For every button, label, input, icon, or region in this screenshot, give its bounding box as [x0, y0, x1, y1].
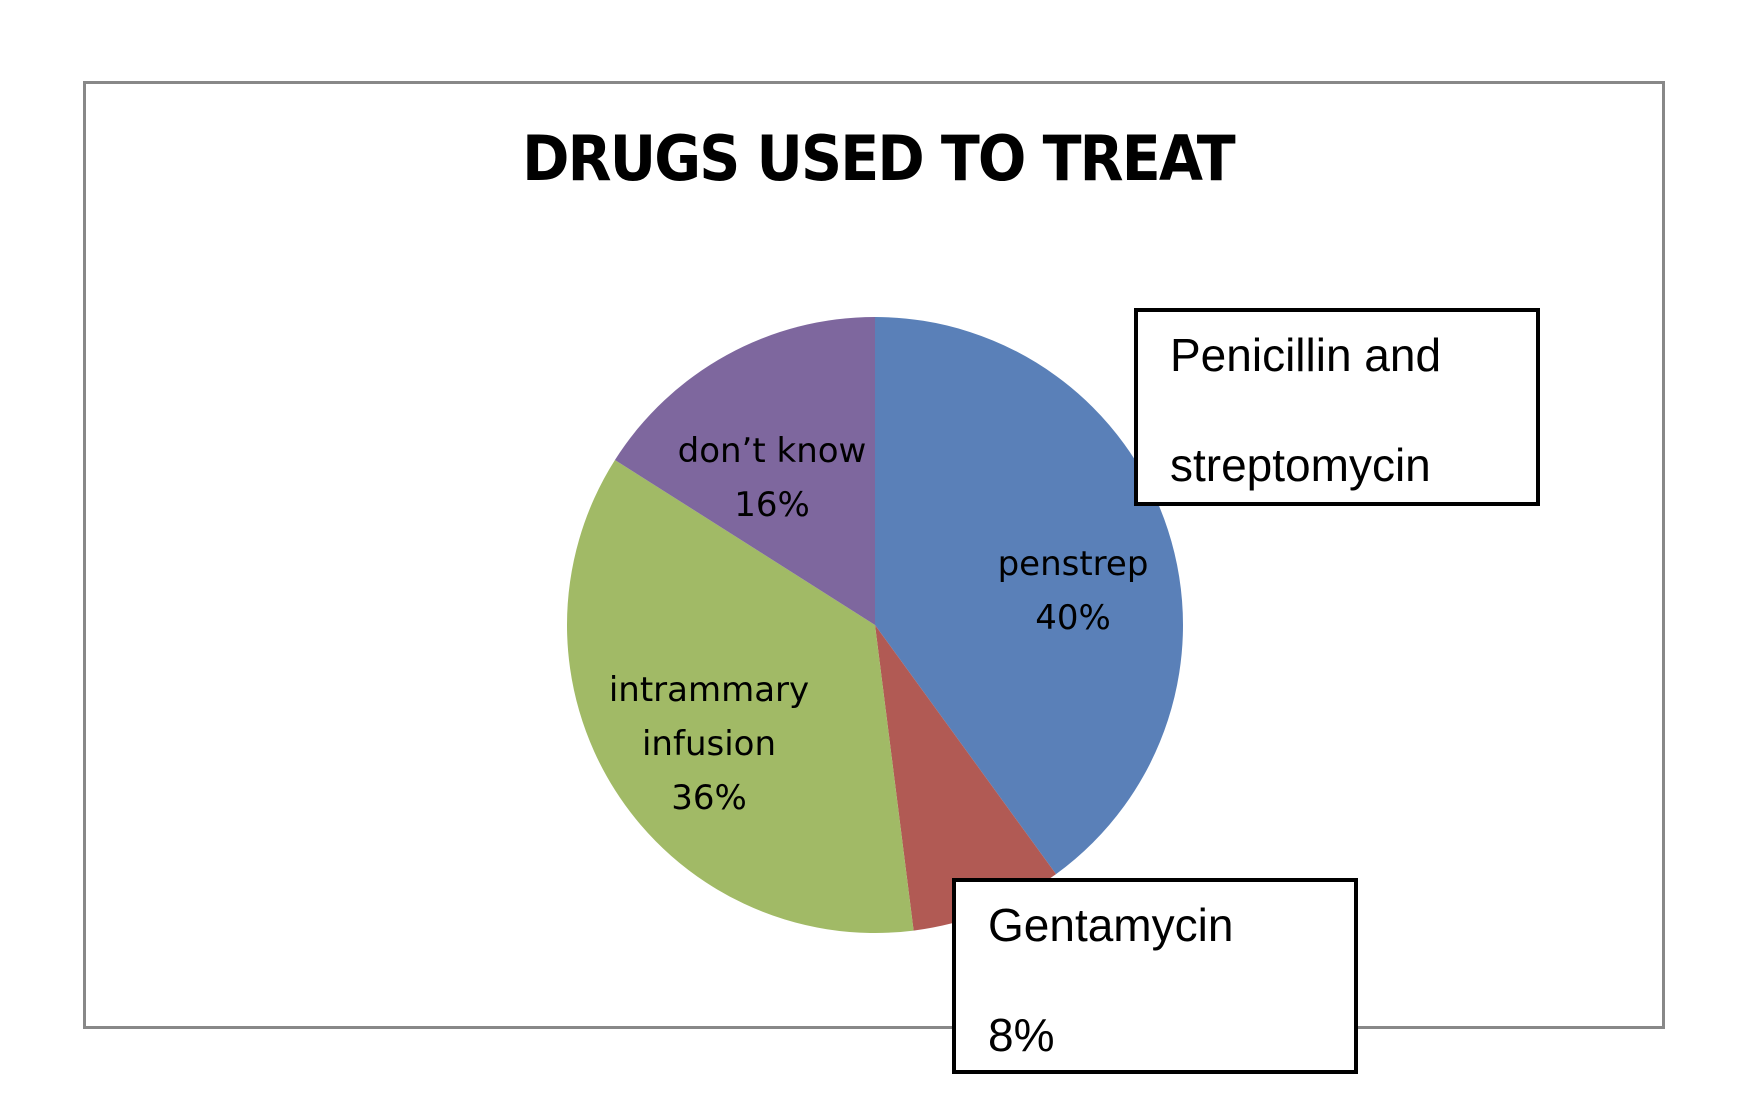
pie-slice-intrammary-infusion	[566, 459, 914, 934]
pie-slices	[566, 317, 1183, 934]
slice-label-intrammary-line1: intrammary	[609, 670, 809, 710]
slice-label-penstrep-pct: 40%	[1035, 598, 1111, 638]
callout-gentamycin: Gentamycin 8%	[952, 878, 1358, 1074]
slice-label-dontknow-pct: 16%	[734, 485, 810, 525]
slice-label-penstrep-name: penstrep	[998, 544, 1149, 584]
pie-slice-penstrep	[875, 317, 1183, 875]
slice-label-intrammary-line2: infusion	[642, 724, 776, 764]
pie-slice-don-t-know	[614, 317, 875, 625]
slice-label-intrammary-pct: 36%	[671, 778, 747, 818]
pie-slice-gentamycin	[875, 625, 1057, 931]
callout-penicillin: Penicillin and streptomycin	[1134, 308, 1540, 506]
chart-title: DRUGS USED TO TREAT	[522, 122, 1235, 195]
callout-penicillin-line1: Penicillin and	[1170, 329, 1442, 381]
callout-gentamycin-line2: 8%	[988, 1009, 1055, 1061]
slice-label-dontknow-name: don’t know	[678, 431, 867, 471]
callout-gentamycin-line1: Gentamycin	[988, 899, 1234, 951]
callout-penicillin-line2: streptomycin	[1170, 439, 1431, 491]
